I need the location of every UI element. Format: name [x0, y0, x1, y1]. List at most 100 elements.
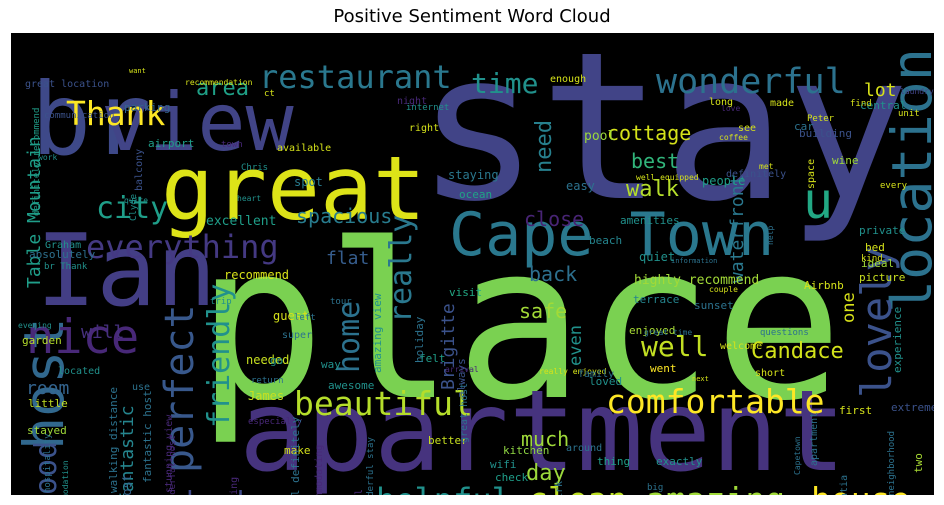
word-hospitality: hospitality: [43, 433, 53, 493]
word-clean: clean: [528, 480, 627, 495]
word-loved: loved: [589, 375, 622, 388]
word-chris: Chris: [241, 163, 268, 173]
word-close: close: [524, 207, 584, 231]
word-cape-town: Cape Town: [449, 200, 774, 270]
word-spot: spot: [294, 175, 323, 189]
word-area: area: [196, 76, 249, 101]
word-every: every: [880, 181, 908, 191]
word-helpful: helpful: [376, 481, 511, 495]
word-even: even: [566, 325, 586, 366]
word-ct: ct: [264, 89, 275, 99]
word-ideal: ideal: [861, 257, 894, 270]
word-thank: Thank: [66, 94, 165, 133]
word-restaurant: restaurant: [259, 58, 452, 96]
word-wifi: wifi: [490, 458, 517, 471]
word-beautiful: beautiful: [294, 384, 473, 423]
word-big: big: [647, 483, 663, 493]
word-find: find: [850, 99, 872, 109]
word-ocean: ocean: [459, 188, 492, 201]
word-experience: experience: [891, 307, 904, 373]
word-absolutely: absolutely: [29, 248, 96, 261]
word-go: go: [270, 354, 283, 367]
word-work: work: [38, 153, 57, 162]
word-quiet: quiet: [639, 250, 675, 264]
word-trip: trip: [210, 297, 232, 307]
word-well: well: [641, 330, 708, 363]
word-especially: especially: [248, 417, 303, 427]
word-flat: flat: [326, 248, 369, 269]
word-great-host: great host: [459, 383, 470, 443]
word-one: one: [839, 292, 859, 323]
word-picture: picture: [859, 271, 905, 284]
word-wonderful: wonderful: [656, 62, 846, 102]
word-br-br: br br: [186, 485, 270, 495]
chart-title: Positive Sentiment Word Cloud: [333, 6, 611, 27]
word-great: great: [161, 137, 426, 240]
word-apartment: apartment: [809, 412, 820, 466]
word-stay: stay: [416, 33, 910, 247]
word-graham: Graham: [45, 240, 81, 251]
word-ian: Ian: [36, 212, 217, 329]
word-arrival: arrival: [445, 365, 479, 374]
word-lovely: lovely: [852, 246, 901, 398]
word-pool: pool: [584, 129, 615, 144]
word-will: will: [81, 322, 124, 343]
word-central: central: [860, 99, 906, 112]
word-u: u: [803, 172, 833, 230]
word-clyde: Clyde: [129, 194, 139, 221]
word-needed: needed: [246, 353, 289, 367]
word-visit: visit: [449, 286, 482, 299]
word-staying: staying: [448, 168, 499, 182]
word-kind: kind: [861, 254, 883, 264]
word-welcoming: welcoming: [229, 477, 240, 495]
word-neighborhood: neighborhood: [887, 431, 897, 495]
word-next: next: [692, 375, 709, 383]
word-definitely-recommend: definitely recommend: [32, 108, 42, 216]
word-cloud-panel: stay place apartment Ian br great view Cape Tow…: [11, 33, 934, 495]
word-heart: heart: [237, 194, 261, 203]
word-short: short: [755, 368, 785, 379]
word-walking-distance: walking distance: [107, 387, 120, 493]
word-amazing: amazing: [646, 480, 785, 495]
word-around: around: [566, 443, 602, 454]
word-right: right: [409, 123, 439, 134]
word-return: return: [251, 376, 284, 386]
word-james: James: [248, 389, 284, 403]
word-better: better: [428, 434, 468, 447]
word-guest: guest: [273, 309, 309, 323]
word-much: much: [521, 427, 569, 451]
word-enjoyed: enjoyed: [629, 324, 675, 337]
word-city: city: [96, 191, 168, 226]
word-bed: bed: [865, 241, 885, 254]
word-walk: walk: [626, 177, 679, 202]
word-space: space: [806, 159, 817, 189]
word-fantastic: fantastic: [117, 405, 138, 495]
word-lot: lot: [864, 80, 897, 101]
word-house: house: [811, 480, 910, 495]
word-need: need: [532, 120, 557, 173]
word-highly-recommend: highly recommend: [634, 273, 759, 288]
word-good: good: [29, 441, 64, 495]
word-dirk: Dirk: [554, 481, 565, 495]
word-beach: beach: [589, 234, 622, 247]
word-peter: Peter: [807, 114, 835, 124]
word-home: home: [332, 301, 367, 373]
word-place: place: [196, 197, 843, 448]
word-use: use: [132, 382, 150, 393]
word-couple: couple: [709, 285, 738, 294]
word-accommodating: accommodating: [314, 445, 325, 495]
word-made: made: [770, 98, 794, 109]
word-definitely: definitely: [726, 169, 786, 180]
word-family: family: [578, 369, 614, 380]
word-night: night: [397, 96, 427, 107]
word-excellent: excellent: [206, 214, 276, 229]
word-parking: parking: [124, 101, 170, 114]
word-host: host: [12, 318, 76, 450]
word-two: two: [912, 453, 925, 473]
word-met: met: [759, 162, 774, 171]
word-recommend: recommend: [224, 268, 289, 282]
word-building: building: [799, 127, 852, 140]
